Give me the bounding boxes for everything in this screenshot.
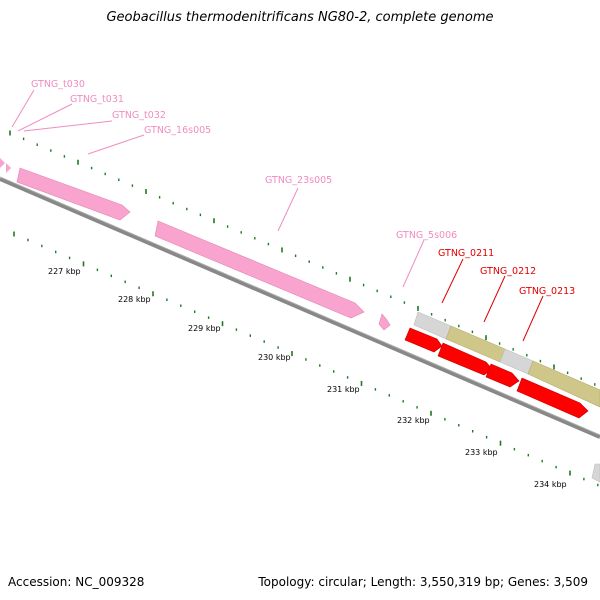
accession-text: Accession: NC_009328 (8, 575, 145, 589)
leader-t032 (23, 120, 113, 132)
label-0213[interactable]: GTNG_0213 (519, 286, 575, 297)
trna-feature-t031[interactable] (6, 163, 11, 173)
ruler-label-231: 231 kbp (327, 385, 360, 394)
label-0211[interactable]: GTNG_0211 (438, 248, 494, 259)
label-t032[interactable]: GTNG_t032 (112, 110, 166, 121)
leader-t030 (11, 89, 35, 128)
ruler-label-230: 230 kbp (258, 353, 291, 362)
rrna-feature-5s006[interactable] (378, 313, 391, 331)
label-0212[interactable]: GTNG_0212 (480, 266, 536, 277)
leader-0213 (522, 295, 544, 342)
genome-backbone (0, 177, 600, 439)
map-title: Geobacillus thermodenitrificans NG80-2, … (106, 10, 494, 25)
genome-backbone-highlight (0, 176, 600, 436)
label-t030[interactable]: GTNG_t030 (31, 79, 85, 90)
leader-16s005 (87, 134, 145, 155)
leader-5s006 (402, 239, 425, 288)
cds-feature-0211[interactable] (404, 327, 443, 353)
leader-0212 (483, 275, 506, 323)
ruler-label-234: 234 kbp (534, 480, 567, 489)
ruler-label-227: 227 kbp (48, 267, 81, 276)
ruler-label-228: 228 kbp (118, 295, 151, 304)
label-16s005[interactable]: GTNG_16s005 (144, 125, 211, 136)
cds-feature-0212b[interactable] (485, 363, 520, 388)
olive-feature-2[interactable] (527, 360, 600, 408)
leader-t031 (17, 103, 73, 132)
label-t031[interactable]: GTNG_t031 (70, 94, 124, 105)
ruler-label-229: 229 kbp (188, 324, 221, 333)
leader-23s005 (277, 187, 299, 232)
rrna-feature-16s005[interactable] (16, 167, 131, 221)
gray-feature-edge[interactable] (591, 463, 600, 483)
label-5s006[interactable]: GTNG_5s006 (396, 230, 457, 241)
ruler-label-232: 232 kbp (397, 416, 430, 425)
label-23s005[interactable]: GTNG_23s005 (265, 175, 332, 186)
rrna-feature-23s005[interactable] (154, 220, 365, 319)
ruler-tick-track (13, 231, 599, 487)
leader-0211 (441, 258, 464, 304)
ruler-label-233: 233 kbp (465, 448, 498, 457)
upper-tick-track (9, 130, 596, 386)
cds-feature-0213[interactable] (516, 377, 589, 419)
topology-summary-text: Topology: circular; Length: 3,550,319 bp… (258, 575, 588, 589)
trna-feature-t030[interactable] (0, 158, 5, 168)
